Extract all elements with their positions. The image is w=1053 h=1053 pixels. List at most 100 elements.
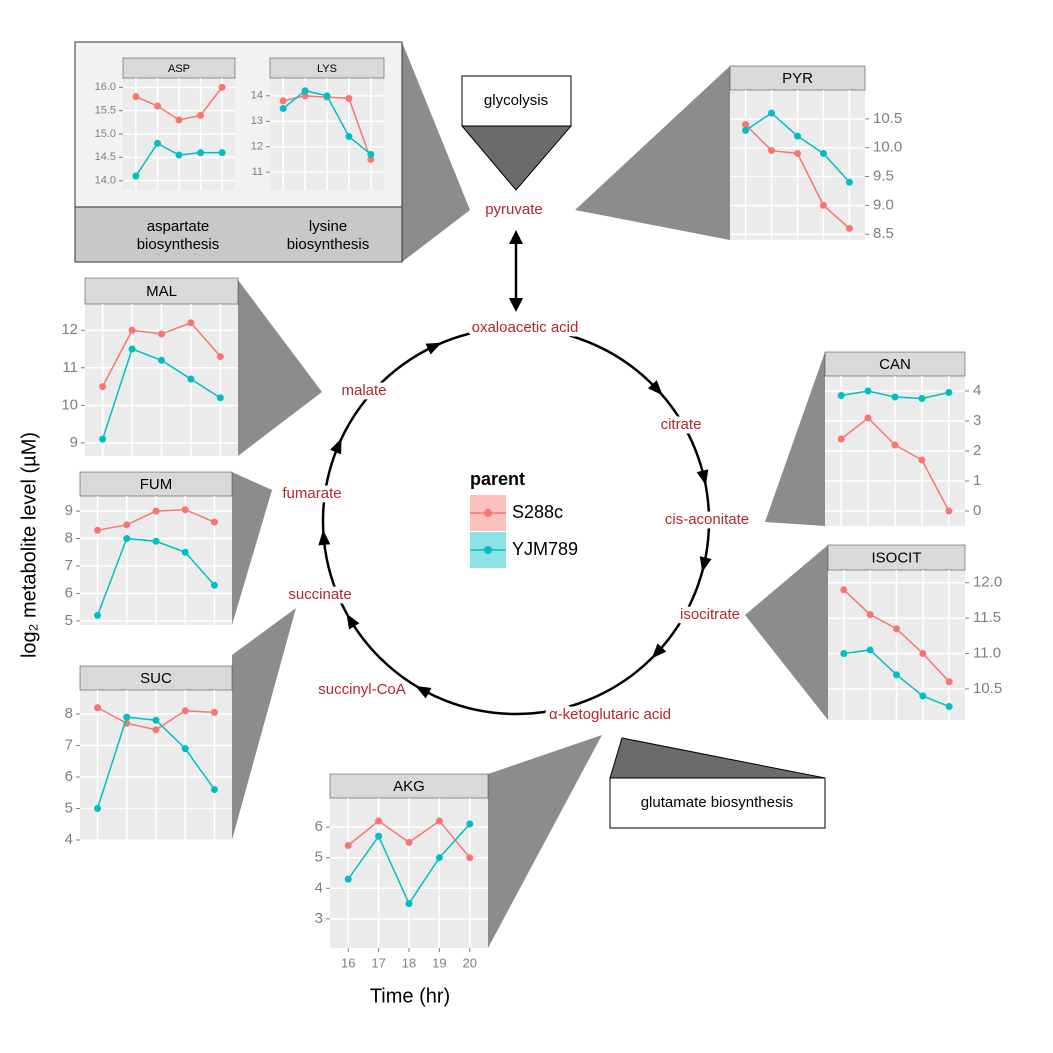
- data-point: [367, 155, 375, 163]
- cycle: [321, 326, 711, 716]
- data-point: [152, 726, 160, 734]
- data-point: [99, 383, 107, 391]
- data-point: [181, 548, 189, 556]
- data-point: [152, 537, 160, 545]
- cycle-arrows: [318, 342, 712, 699]
- arrowhead: [346, 613, 360, 630]
- data-point: [123, 521, 131, 529]
- data-point: [893, 671, 900, 679]
- data-point: [945, 507, 953, 515]
- data-point: [197, 149, 205, 157]
- y-tick-label: 14.0: [95, 175, 116, 187]
- y-tick-label: 0: [973, 502, 981, 519]
- data-point: [210, 708, 218, 716]
- data-point: [864, 414, 872, 422]
- data-point: [742, 126, 750, 134]
- x-tick-label: 17: [371, 955, 385, 970]
- data-point: [866, 646, 874, 654]
- data-point: [918, 395, 926, 402]
- data-point: [794, 149, 801, 157]
- y-tick-label: 3: [315, 910, 323, 927]
- panel-title: PYR: [782, 70, 813, 87]
- callout: [232, 472, 272, 625]
- data-point: [367, 150, 375, 158]
- data-point: [94, 611, 102, 619]
- data-point: [405, 900, 413, 908]
- y-tick-label: 6: [65, 584, 73, 601]
- data-point: [153, 102, 161, 110]
- arrowhead: [651, 643, 667, 659]
- y-tick-label: 16.0: [95, 81, 116, 93]
- data-point: [919, 649, 927, 657]
- data-point: [891, 393, 899, 401]
- data-point: [181, 707, 189, 715]
- arrowhead: [699, 556, 712, 573]
- legend-key-point: [484, 509, 492, 517]
- y-tick-label: 4: [973, 382, 981, 399]
- data-point: [918, 456, 926, 464]
- data-point: [158, 330, 165, 338]
- y-tick-label: 12: [61, 321, 78, 338]
- data-point: [128, 326, 136, 334]
- data-point: [345, 133, 353, 141]
- y-tick-label: 9.0: [873, 196, 894, 213]
- data-point: [197, 111, 205, 119]
- y-tick-label: 13: [251, 115, 263, 127]
- y-tick-label: 11.5: [973, 609, 1001, 626]
- callout: [575, 66, 730, 240]
- callout: [765, 352, 825, 526]
- arrowhead: [696, 469, 709, 486]
- panel-strip: [729, 65, 866, 91]
- panel-title: FUM: [140, 476, 173, 493]
- arrowhead: [415, 685, 432, 699]
- legend-key-point: [484, 546, 492, 554]
- y-tick-label: 12.0: [973, 574, 1002, 591]
- data-point: [279, 97, 287, 105]
- y-tick-label: 10.5: [973, 680, 1002, 697]
- data-point: [819, 201, 827, 209]
- y-tick-label: 2: [973, 442, 981, 459]
- data-point: [123, 535, 131, 543]
- node-label: pyruvate: [485, 201, 543, 218]
- y-tick-label: 12: [251, 141, 263, 153]
- node-label: cis-aconitate: [665, 511, 749, 528]
- y-tick-label: 14: [251, 90, 263, 102]
- panel-title: ASP: [168, 63, 190, 75]
- data-point: [216, 394, 224, 402]
- data-point: [891, 441, 899, 449]
- pathway-label: biosynthesis: [287, 236, 370, 253]
- data-point: [187, 375, 195, 383]
- data-point: [123, 713, 131, 721]
- inset-footer: [74, 206, 403, 263]
- y-tick-label: 9.5: [873, 168, 894, 185]
- callout: [238, 280, 322, 456]
- data-point: [945, 389, 953, 396]
- data-point: [175, 151, 183, 159]
- data-point: [345, 94, 353, 102]
- y-tick-label: 8.5: [873, 225, 894, 242]
- data-point: [837, 435, 845, 443]
- data-point: [175, 116, 183, 124]
- data-point: [279, 105, 287, 113]
- panel-title: CAN: [879, 356, 911, 373]
- pathway-box: [609, 777, 826, 829]
- data-point: [893, 625, 900, 633]
- y-tick-label: 5: [65, 612, 73, 629]
- y-tick-label: 4: [315, 879, 323, 896]
- data-point: [945, 703, 953, 711]
- data-point: [181, 745, 189, 753]
- data-point: [845, 178, 853, 186]
- data-point: [323, 92, 331, 100]
- y-tick-label: 11: [62, 359, 78, 376]
- y-tick-label: 15.5: [95, 105, 116, 117]
- x-tick-label: 16: [341, 955, 355, 970]
- y-tick-label: 7: [65, 736, 73, 753]
- data-point: [301, 87, 309, 95]
- data-point: [128, 345, 136, 353]
- data-point: [94, 526, 102, 534]
- pathway-label: lysine: [309, 218, 347, 235]
- data-point: [301, 92, 309, 100]
- node-label: succinyl-CoA: [318, 681, 406, 698]
- y-tick-label: 6: [65, 768, 73, 785]
- data-point: [181, 506, 189, 514]
